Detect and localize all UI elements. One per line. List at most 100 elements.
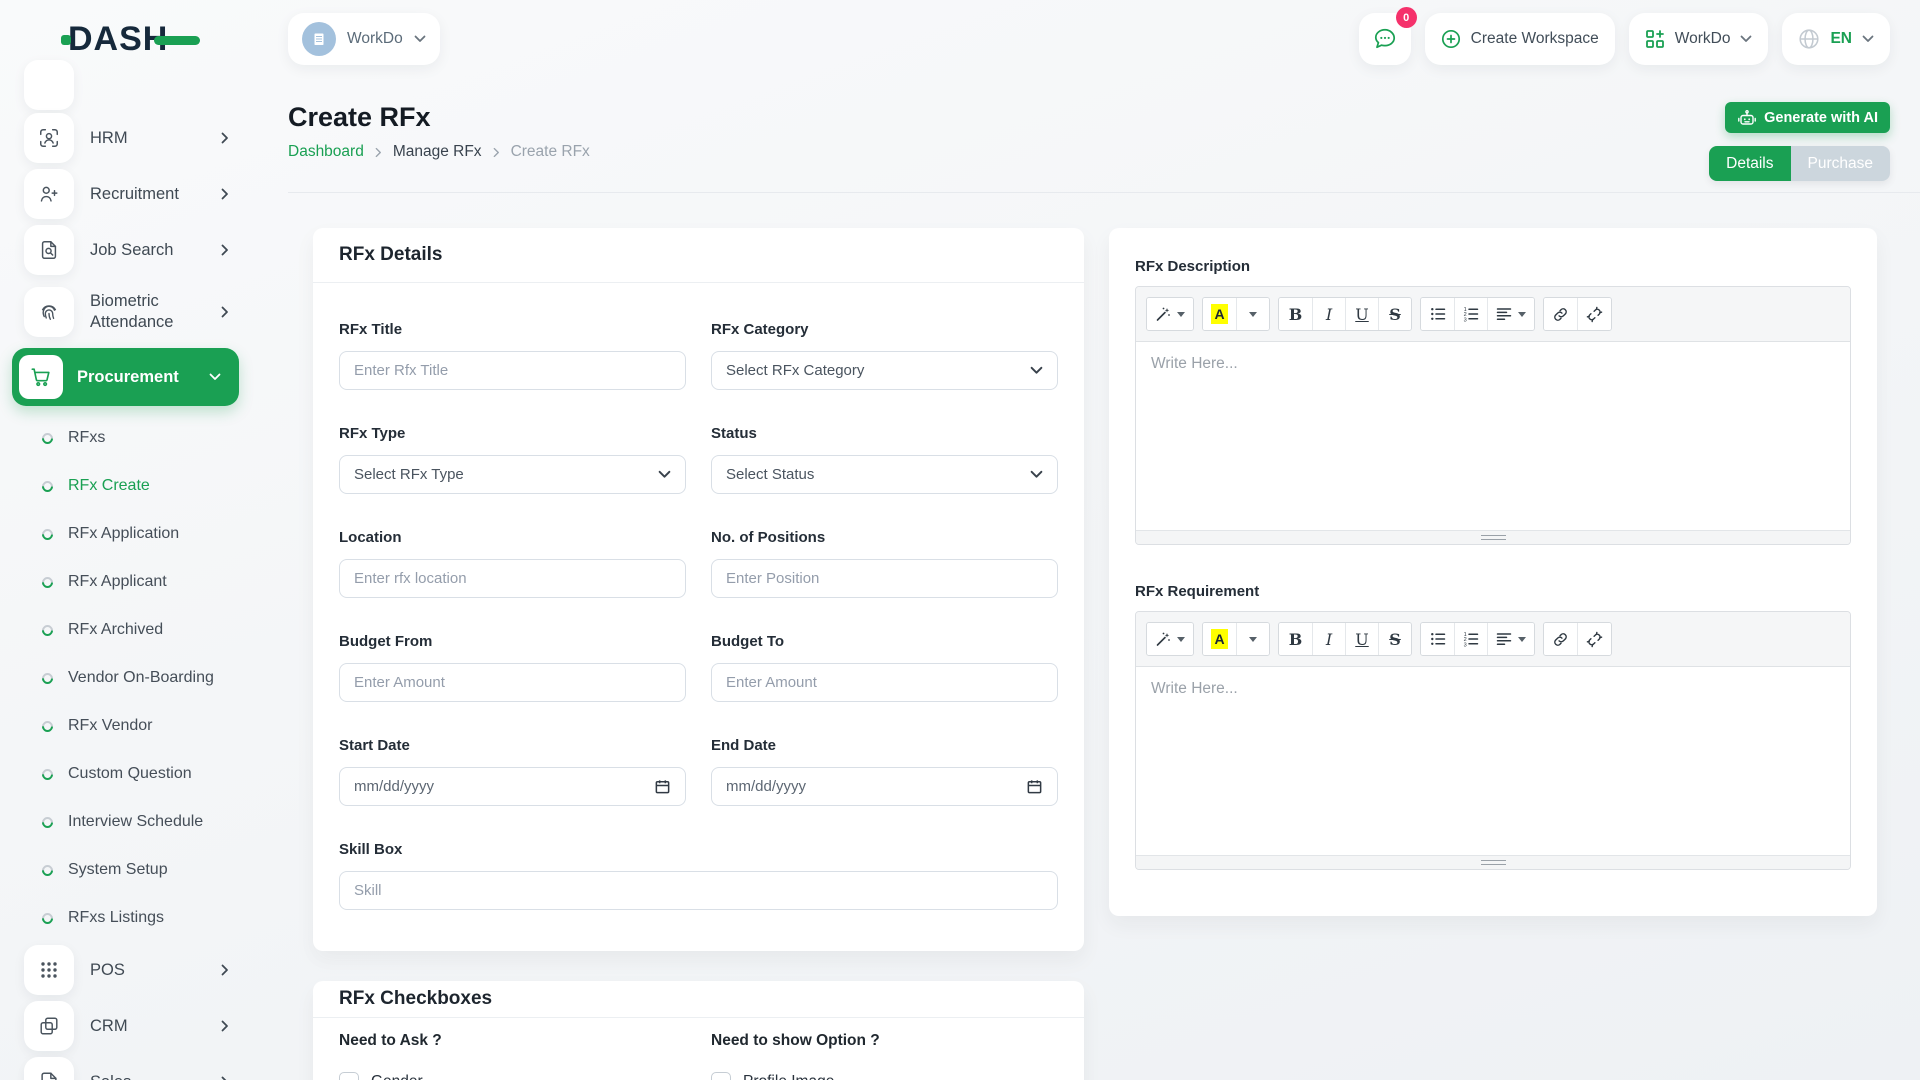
sidebar-item-vendor-onboarding[interactable]: Vendor On-Boarding xyxy=(0,654,253,702)
start-date-input[interactable]: mm/dd/yyyy xyxy=(339,767,686,806)
budget-to-input[interactable] xyxy=(711,663,1058,702)
card-title: RFx Checkboxes xyxy=(313,981,1084,1018)
unordered-list-button[interactable] xyxy=(1421,623,1454,655)
paragraph-align-button[interactable] xyxy=(1487,298,1534,330)
strikethrough-button[interactable]: S xyxy=(1378,298,1411,330)
language-code: EN xyxy=(1830,30,1852,47)
text-color-button[interactable]: A xyxy=(1203,298,1236,330)
sidebar-item-pos[interactable]: POS xyxy=(0,942,253,998)
magic-style-button[interactable] xyxy=(1147,623,1193,655)
paragraph-align-icon xyxy=(1496,308,1512,320)
messages-button[interactable]: 0 xyxy=(1358,7,1417,65)
circle-bullet-icon xyxy=(39,478,56,494)
link-button[interactable] xyxy=(1544,298,1577,330)
sidebar-item-rfxs-listings[interactable]: RFxs Listings xyxy=(0,894,253,942)
unlink-button[interactable] xyxy=(1577,298,1611,330)
sidebar-item-partial[interactable] xyxy=(24,60,74,110)
magic-style-button[interactable] xyxy=(1147,298,1193,330)
main-content: Create RFx Dashboard Manage RFx Create R… xyxy=(253,78,1920,1080)
text-color-button[interactable]: A xyxy=(1203,623,1236,655)
logo-dot-icon xyxy=(61,34,71,45)
create-workspace-button[interactable]: Create Workspace xyxy=(1424,13,1615,65)
chevron-right-icon xyxy=(221,1076,227,1080)
bold-button[interactable]: B xyxy=(1279,623,1312,655)
chevron-right-icon xyxy=(221,244,228,256)
breadcrumb-dashboard[interactable]: Dashboard xyxy=(288,143,364,160)
sidebar-item-job-search[interactable]: Job Search xyxy=(0,222,253,278)
app-menu-label: WorkDo xyxy=(1674,30,1731,47)
crm-icon xyxy=(24,1001,74,1051)
app-menu-button[interactable]: WorkDo xyxy=(1628,13,1769,65)
bold-button[interactable]: B xyxy=(1279,298,1312,330)
requirement-editor-resize-handle[interactable] xyxy=(1136,855,1850,869)
circle-bullet-icon xyxy=(39,622,56,638)
tab-purchase[interactable]: Purchase xyxy=(1790,146,1890,181)
caret-down-icon xyxy=(1249,311,1257,317)
strikethrough-button[interactable]: S xyxy=(1378,623,1411,655)
gender-checkbox[interactable] xyxy=(339,1072,359,1080)
generate-with-ai-button[interactable]: Generate with AI xyxy=(1725,102,1890,133)
link-button[interactable] xyxy=(1544,623,1577,655)
sidebar-item-crm[interactable]: CRM xyxy=(0,998,253,1054)
sidebar-item-system-setup[interactable]: System Setup xyxy=(0,846,253,894)
sidebar-item-rfx-archived[interactable]: RFx Archived xyxy=(0,606,253,654)
sidebar-item-interview-schedule[interactable]: Interview Schedule xyxy=(0,798,253,846)
app-menu-icon xyxy=(1645,30,1664,48)
underline-button[interactable]: U xyxy=(1345,623,1378,655)
language-selector[interactable]: EN xyxy=(1782,13,1890,65)
profile-image-checkbox[interactable] xyxy=(711,1072,731,1080)
budget-from-input[interactable] xyxy=(339,663,686,702)
chevron-right-icon xyxy=(221,132,228,144)
sidebar-item-custom-question[interactable]: Custom Question xyxy=(0,750,253,798)
app-logo[interactable]: DASH xyxy=(61,20,220,59)
chevron-right-icon xyxy=(221,1020,228,1032)
svg-text:1: 1 xyxy=(1464,307,1467,313)
sidebar-item-rfx-applicant[interactable]: RFx Applicant xyxy=(0,558,253,606)
procurement-submenu: RFxs RFx Create RFx Application RFx Appl… xyxy=(0,414,253,942)
requirement-editor-area[interactable]: Write Here... xyxy=(1151,680,1238,697)
rfx-type-select[interactable]: Select RFx Type xyxy=(339,455,686,494)
text-color-caret-button[interactable] xyxy=(1236,623,1269,655)
breadcrumb-manage-rfx[interactable]: Manage RFx xyxy=(392,143,482,160)
text-color-caret-button[interactable] xyxy=(1236,298,1269,330)
highlighted-a-icon: A xyxy=(1211,629,1228,649)
sidebar-item-rfx-vendor[interactable]: RFx Vendor xyxy=(0,702,253,750)
sidebar-item-sales[interactable]: Sales xyxy=(0,1054,253,1080)
end-date-input[interactable]: mm/dd/yyyy xyxy=(711,767,1058,806)
sidebar-item-rfx-application[interactable]: RFx Application xyxy=(0,510,253,558)
unlink-button[interactable] xyxy=(1577,623,1611,655)
highlighted-a-icon: A xyxy=(1211,304,1228,324)
field-label: RFx Category xyxy=(711,321,809,338)
sidebar-item-procurement[interactable]: Procurement xyxy=(12,348,239,406)
italic-button[interactable]: I xyxy=(1312,298,1345,330)
sidebar-item-rfx-create[interactable]: RFx Create xyxy=(0,462,253,510)
sidebar-item-recruitment[interactable]: Recruitment xyxy=(0,166,253,222)
paragraph-align-button[interactable] xyxy=(1487,623,1534,655)
field-positions: No. of Positions xyxy=(711,529,1058,598)
workspace-switcher[interactable]: WorkDo xyxy=(288,13,440,65)
italic-button[interactable]: I xyxy=(1312,623,1345,655)
location-input[interactable] xyxy=(339,559,686,598)
positions-input[interactable] xyxy=(711,559,1058,598)
tab-details[interactable]: Details xyxy=(1709,146,1791,181)
sidebar-item-label: Sales xyxy=(90,1072,131,1080)
sidebar-item-rfxs[interactable]: RFxs xyxy=(0,414,253,462)
description-editor-area[interactable]: Write Here... xyxy=(1151,355,1238,372)
chevron-down-icon xyxy=(1862,35,1874,42)
underline-button[interactable]: U xyxy=(1345,298,1378,330)
skill-input[interactable] xyxy=(339,871,1058,910)
field-label: End Date xyxy=(711,737,777,754)
sidebar-item-hrm[interactable]: HRM xyxy=(0,110,253,166)
sub-item-label: RFxs xyxy=(68,429,106,446)
circle-bullet-icon xyxy=(39,526,56,542)
unordered-list-button[interactable] xyxy=(1421,298,1454,330)
sidebar-item-biometric-attendance[interactable]: Biometric Attendance xyxy=(0,278,253,346)
workspace-avatar xyxy=(302,22,336,56)
rfx-category-select[interactable]: Select RFx Category xyxy=(711,351,1058,390)
status-select[interactable]: Select Status xyxy=(711,455,1058,494)
rfx-title-input[interactable] xyxy=(339,351,686,390)
description-editor-resize-handle[interactable] xyxy=(1136,530,1850,544)
